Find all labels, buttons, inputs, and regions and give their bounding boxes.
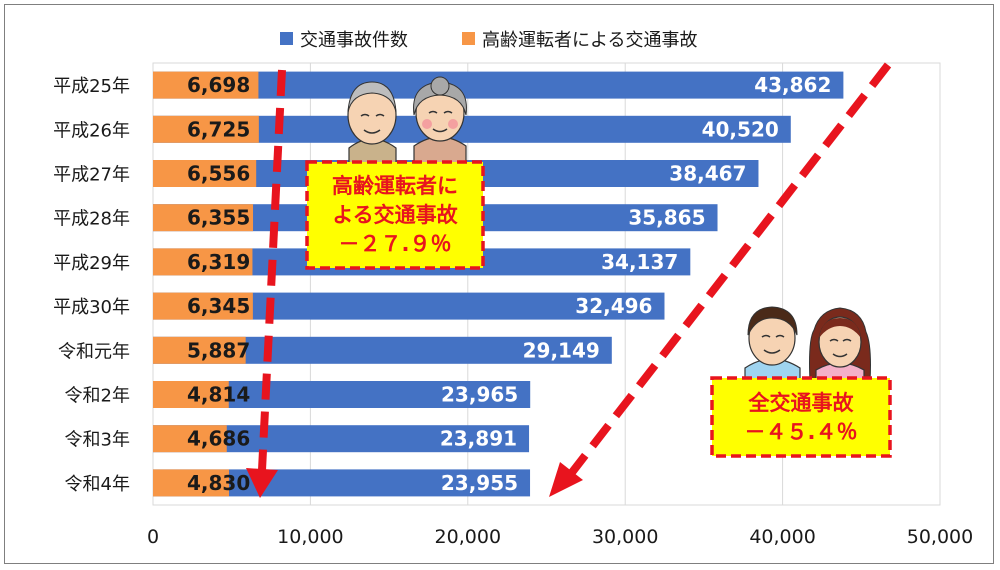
- legend-entry: 高齢運転者による交通事故: [482, 30, 697, 51]
- young-couple-illustration: [744, 306, 871, 383]
- total-accidents-value-label: 23,965: [441, 383, 518, 407]
- total-accidents-value-label: 23,955: [441, 471, 518, 495]
- x-tick-label: 10,000: [277, 526, 343, 548]
- elderly-accidents-bar: [153, 336, 246, 364]
- elderly-accidents-value-label: 6,345: [187, 294, 250, 318]
- category-labels: 平成25年平成26年平成27年平成28年平成29年平成30年令和元年令和2年令和…: [53, 76, 130, 495]
- elderly-accidents-value-label: 6,725: [187, 117, 250, 141]
- elderly-accidents-value-label: 6,556: [187, 162, 250, 186]
- x-tick-label: 0: [147, 526, 159, 548]
- total-accidents-value-label: 29,149: [523, 338, 600, 362]
- elderly-accidents-value-label: 4,830: [187, 471, 250, 495]
- legend-swatch: [280, 32, 293, 45]
- x-tick-label: 20,000: [435, 526, 501, 548]
- elderly-accidents-bar: [153, 160, 257, 187]
- category-label: 平成30年: [53, 297, 130, 318]
- elderly-accidents-bar: [153, 204, 254, 232]
- elderly-accidents-value-label: 5,887: [187, 338, 250, 362]
- annotation-line: 高齢運転者に: [332, 174, 458, 198]
- x-tick-label: 40,000: [749, 526, 815, 548]
- x-tick-label: 30,000: [592, 526, 658, 548]
- elderly-accidents-value-label: 4,814: [187, 383, 250, 407]
- legend-swatch: [462, 32, 475, 45]
- category-label: 令和3年: [65, 430, 130, 451]
- annotation-line: －４５.４％: [745, 420, 858, 444]
- elderly-accidents-value-label: 6,698: [187, 73, 250, 97]
- category-label: 平成26年: [53, 120, 130, 141]
- elderly-accidents-bar: [153, 469, 230, 497]
- category-label: 平成29年: [53, 253, 130, 274]
- bars-group: 43,862 6,698 40,520 6,725 38,467 6,556 35,865 6…: [153, 71, 844, 497]
- elderly-woman-figure: [413, 76, 467, 169]
- x-axis-ticks: 0 10,000 20,000 30,000 40,000 50,000: [147, 526, 973, 548]
- x-tick-label: 50,000: [907, 526, 973, 548]
- category-label: 平成28年: [53, 209, 130, 230]
- total-accidents-value-label: 23,891: [440, 427, 517, 451]
- elderly-accidents-bar: [153, 71, 259, 99]
- elderly-accidents-bar: [153, 381, 229, 408]
- elderly-accidents-value-label: 6,319: [187, 250, 250, 274]
- elderly-change-annotation: 高齢運転者に よる交通事故 －２７.９％: [305, 160, 485, 270]
- elderly-accidents-bar: [153, 292, 253, 320]
- legend-entry: 交通事故件数: [300, 30, 408, 51]
- total-accidents-value-label: 32,496: [575, 294, 652, 318]
- annotation-line: よる交通事故: [332, 203, 458, 227]
- total-accidents-value-label: 35,865: [628, 206, 705, 230]
- elderly-accidents-bar: [153, 248, 253, 276]
- elderly-accidents-value-label: 6,355: [187, 206, 250, 230]
- annotation-line: 全交通事故: [748, 391, 855, 415]
- total-accidents-bar: [153, 71, 844, 99]
- category-label: 平成25年: [53, 76, 130, 97]
- elderly-accidents-value-label: 4,686: [187, 427, 250, 451]
- category-label: 平成27年: [53, 165, 130, 186]
- category-label: 令和元年: [58, 341, 130, 362]
- total-accidents-value-label: 38,467: [669, 162, 746, 186]
- annotation-line: －２７.９％: [339, 232, 452, 256]
- category-label: 令和4年: [65, 474, 130, 495]
- category-label: 令和2年: [65, 386, 130, 407]
- elderly-accidents-bar: [153, 425, 227, 453]
- total-accidents-value-label: 34,137: [601, 250, 678, 274]
- elderly-accidents-bar: [153, 115, 259, 143]
- total-accidents-value-label: 43,862: [754, 73, 831, 97]
- legend: 交通事故件数 高齢運転者による交通事故: [280, 30, 697, 51]
- total-accidents-value-label: 40,520: [702, 117, 779, 141]
- total-accidents-bar: [153, 115, 791, 143]
- elderly-trend-arrow: [246, 69, 286, 498]
- total-change-annotation: 全交通事故 －４５.４％: [710, 376, 892, 458]
- total-trend-arrow: [549, 62, 892, 497]
- young-woman-figure: [809, 307, 871, 383]
- elderly-man-figure: [347, 81, 397, 169]
- young-man-figure: [744, 306, 801, 383]
